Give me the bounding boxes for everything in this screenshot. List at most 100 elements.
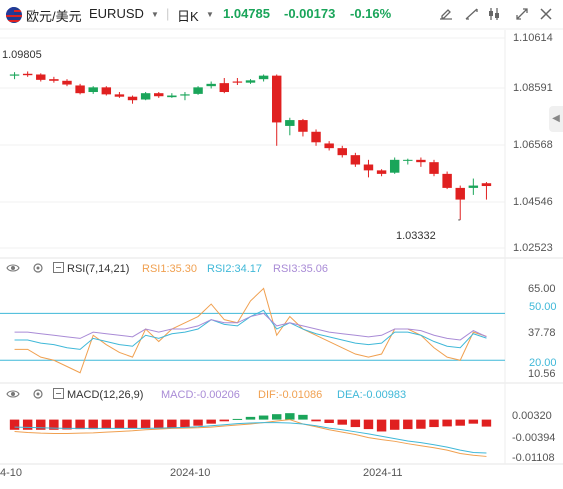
macd-bar (350, 419, 361, 428)
high-price-label: 1.09805 (2, 49, 42, 61)
candle-body (167, 95, 177, 98)
candle-body (442, 173, 452, 188)
candle-body (232, 81, 243, 83)
caret-down-icon[interactable]: ▼ (206, 10, 214, 19)
symbol-code[interactable]: EURUSD (89, 6, 144, 21)
price-change: -0.00173 (284, 6, 336, 21)
macd-bar (36, 419, 46, 430)
macd-tick: -0.01108 (512, 452, 555, 464)
collapse-icon[interactable] (53, 388, 64, 402)
macd-bar (245, 416, 256, 420)
macd-bar (88, 419, 98, 430)
gear-icon[interactable] (32, 262, 44, 277)
price-tick: 1.08591 (513, 82, 553, 94)
rsi-label: RSI(7,14,21) (67, 263, 130, 275)
candle-body (455, 187, 465, 200)
low-price-label: 1.03332 (396, 230, 436, 242)
candle-body (429, 162, 439, 174)
period-select[interactable]: 日K (177, 9, 199, 24)
dea-value: DEA:-0.00983 (337, 389, 407, 401)
candle-body (285, 120, 295, 126)
candle-body (403, 159, 413, 161)
candle-body (9, 74, 20, 76)
candle-body (324, 143, 334, 149)
candle-body (219, 83, 230, 93)
macd-bar (324, 419, 334, 423)
rsi-tick: 65.00 (528, 283, 556, 295)
close-icon[interactable] (536, 4, 556, 24)
rsi3-value: RSI3:35.06 (273, 263, 329, 275)
candle-body (101, 87, 112, 95)
last-price: 1.04785 (223, 6, 270, 21)
candle-body (416, 159, 426, 163)
macd-bar (167, 419, 177, 428)
macd-bar (311, 419, 321, 422)
candle-body (88, 87, 98, 93)
candle-body (206, 83, 216, 87)
macd-bar (206, 419, 216, 424)
rsi-line-rsi3 (14, 312, 487, 341)
macd-bar (258, 415, 269, 420)
macd-bar (180, 419, 190, 428)
macd-value: MACD:-0.00206 (161, 389, 240, 401)
candle-body (376, 170, 387, 174)
candle-body (468, 185, 479, 188)
rsi-tick: 20.00 (526, 357, 560, 369)
macd-bar (455, 419, 465, 426)
collapse-icon[interactable] (53, 262, 64, 276)
eye-icon[interactable] (6, 262, 20, 277)
indicator-edit-icon[interactable] (436, 4, 456, 24)
fullscreen-icon[interactable] (512, 4, 532, 24)
candle-body (271, 75, 282, 123)
time-tick: 4-10 (0, 467, 23, 479)
macd-bar (285, 413, 295, 420)
compare-icon[interactable] (484, 4, 504, 24)
rsi-tick: 50.00 (526, 301, 560, 313)
price-tick: 1.02523 (513, 242, 553, 254)
macd-bar (154, 419, 164, 429)
rsi2-value: RSI2:34.17 (207, 263, 263, 275)
macd-bar (429, 419, 439, 428)
macd-bar (219, 419, 230, 422)
candle-body (258, 75, 269, 80)
gear-icon[interactable] (32, 388, 44, 403)
macd-bar (127, 419, 138, 429)
dif-value: DIF:-0.01086 (258, 389, 323, 401)
chart-header: 欧元/美元 EURUSD ▼ | 日K ▼ 1.04785 -0.00173 -… (0, 0, 563, 28)
macd-line-dif (14, 419, 487, 457)
macd-bar (75, 419, 85, 430)
macd-bar (232, 418, 243, 420)
macd-tick: -0.00394 (512, 432, 556, 444)
candle-body (114, 94, 125, 97)
rsi1-value: RSI1:35.30 (142, 263, 198, 275)
candle-body (311, 131, 321, 143)
candle-body (389, 159, 400, 173)
eye-icon[interactable] (6, 388, 20, 403)
candle-body (180, 94, 190, 96)
candle-body (140, 93, 151, 100)
macd-bar (389, 419, 400, 430)
candle-body (75, 85, 85, 94)
price-tick: 1.06568 (513, 139, 553, 151)
chevron-left-icon[interactable]: ◀ (549, 106, 563, 132)
candle-body (350, 155, 361, 165)
candle-body (49, 79, 59, 81)
macd-bar (140, 419, 151, 429)
macd-bar (376, 419, 387, 432)
price-tick: 1.10614 (513, 32, 553, 44)
caret-down-icon[interactable]: ▼ (151, 10, 159, 19)
divider: | (166, 6, 170, 21)
macd-bar (193, 419, 203, 426)
time-tick: 2024-10 (170, 467, 211, 479)
draw-line-icon[interactable] (462, 4, 482, 24)
price-change-pct: -0.16% (350, 6, 392, 21)
candle-body (193, 87, 203, 94)
candle-body (337, 148, 347, 156)
macd-bar (363, 419, 374, 430)
pair-name[interactable]: 欧元/美元 (26, 9, 82, 24)
candle-body (154, 93, 164, 97)
macd-bar (416, 419, 426, 429)
macd-bar (271, 414, 282, 420)
candle-body (22, 73, 33, 76)
